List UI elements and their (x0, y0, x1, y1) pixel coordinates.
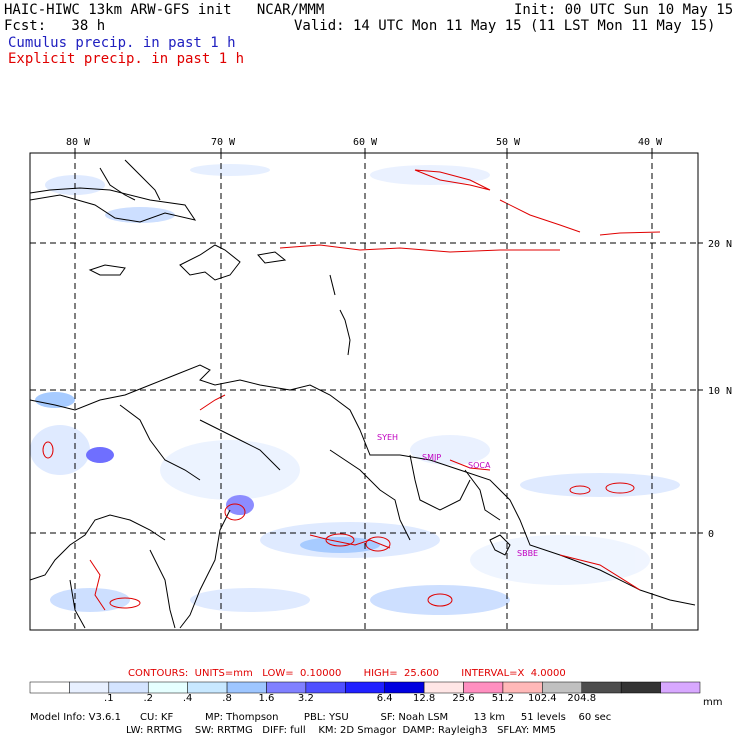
model-info: Model Info: V3.6.1 CU: KF MP: Thompson P… (30, 712, 612, 723)
colorbar-unit: mm (703, 697, 723, 708)
colorbar-swatch (502, 681, 543, 694)
station-label: SMJP (422, 453, 441, 462)
station-label: SYEH (377, 433, 398, 442)
colorbar-swatch (69, 681, 110, 694)
colorbar-label: 102.4 (528, 693, 557, 704)
station-label: SBBE (517, 549, 538, 558)
plot-title: HAIC-HIWC 13km ARW-GFS init NCAR/MMM (4, 2, 325, 18)
colorbar-swatch (542, 681, 583, 694)
colorbar-swatch (581, 681, 622, 694)
precip-map: 80 W 70 W 60 W 50 W 40 W 20 N 10 N 0 SYE… (29, 137, 732, 631)
valid-time: Valid: 14 UTC Mon 11 May 15 (11 LST Mon … (294, 18, 716, 34)
colorbar-label: 25.6 (452, 693, 475, 704)
forecast-hour: Fcst: 38 h (4, 18, 106, 34)
colorbar-swatch (345, 681, 385, 694)
lat-lon-grid (30, 153, 698, 630)
colorbar-swatch (226, 681, 267, 694)
coastlines (29, 159, 696, 629)
lon-label: 50 W (496, 137, 521, 148)
colorbar-swatch (384, 681, 425, 694)
colorbar-label: 12.8 (412, 693, 436, 704)
lon-label: 40 W (638, 137, 663, 148)
model-physics: LW: RRTMG SW: RRTMG DIFF: full KM: 2D Sm… (126, 725, 556, 736)
colorbar-swatch (305, 681, 346, 694)
colorbar-label: 204.8 (567, 693, 597, 704)
colorbar-swatch (108, 681, 149, 694)
explicit-legend: Explicit precip. in past 1 h (8, 51, 245, 67)
lon-label: 70 W (211, 137, 236, 148)
colorbar-swatch (187, 681, 228, 694)
lon-label: 80 W (66, 137, 91, 148)
cumulus-legend: Cumulus precip. in past 1 h (8, 35, 236, 51)
colorbar-swatch (29, 681, 70, 694)
colorbar-swatch (620, 681, 661, 694)
colorbar-label: 51.2 (491, 693, 515, 704)
colorbar-label: .8 (222, 693, 232, 704)
colorbar-swatch (423, 681, 464, 694)
colorbar-label: .2 (143, 693, 154, 704)
colorbar-swatch (463, 681, 504, 694)
colorbar-label: 3.2 (297, 693, 314, 704)
lat-label: 10 N (708, 386, 732, 397)
map-frame (29, 152, 699, 631)
station-label: SOCA (468, 461, 491, 470)
colorbar-swatch (147, 681, 188, 694)
colorbar-label: 6.4 (376, 693, 393, 704)
contours-info: CONTOURS: UNITS=mm LOW= 0.10000 HIGH= 25… (128, 668, 566, 679)
lat-label: 0 (708, 529, 714, 540)
colorbar-label: .1 (104, 693, 114, 704)
explicit-precip-contours (42, 169, 661, 611)
lon-label: 60 W (353, 137, 378, 148)
colorbar-swatch (660, 681, 701, 694)
colorbar-label: 1.6 (258, 693, 275, 704)
init-time: Init: 00 UTC Sun 10 May 15 (514, 2, 734, 18)
colorbar-label: .4 (182, 693, 193, 704)
lat-label: 20 N (708, 239, 732, 250)
colorbar-swatch (266, 681, 307, 694)
axis-ticks (74, 148, 703, 534)
